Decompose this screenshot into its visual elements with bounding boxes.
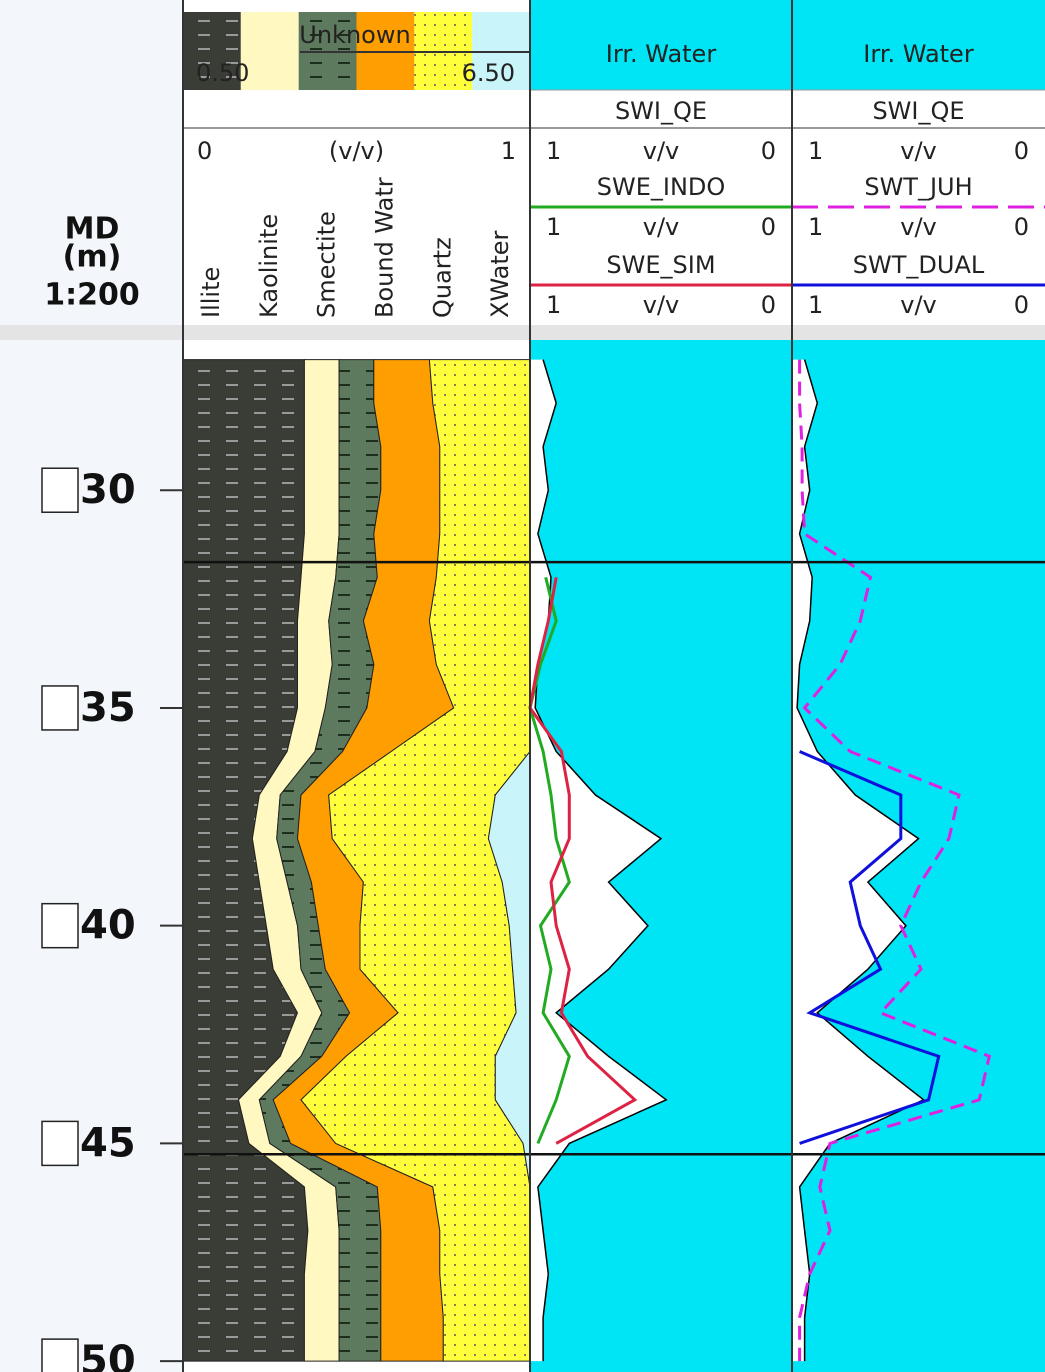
legend-label: Bound Watr [370, 177, 398, 318]
scale-right: 0 [1014, 137, 1029, 165]
curve [796, 359, 926, 1362]
legend-blank [183, 90, 530, 128]
depth-box [41, 902, 79, 949]
curve-name: SWT_DUAL [853, 251, 985, 279]
track-title: Irr. Water [606, 40, 717, 68]
scale-left: 1 [546, 137, 561, 165]
depth-tick-label: 35 [80, 685, 136, 731]
curve-name: SWI_QE [615, 97, 707, 125]
scale-left: 1 [808, 137, 823, 165]
curve-name: SWE_SIM [606, 251, 715, 279]
curve-fill [792, 359, 924, 1362]
depth-box [41, 1120, 79, 1167]
depth-tick-label: 40 [80, 903, 136, 949]
scale-unit: v/v [900, 213, 937, 241]
curve [528, 576, 571, 1144]
legend-title: Unknown [299, 21, 410, 49]
depth-unit: (m) [63, 240, 122, 275]
legend-label: Illite [197, 267, 225, 318]
scale-left: 1 [546, 213, 561, 241]
scale-right: 1 [501, 137, 516, 165]
scale-left: 1 [808, 291, 823, 319]
depth-box [41, 1338, 79, 1372]
scale-right: 0 [1014, 213, 1029, 241]
curve-name: SWT_JUH [864, 173, 972, 201]
track-title-bg [530, 0, 792, 90]
scale-unit: v/v [900, 137, 937, 165]
curve [528, 577, 638, 1145]
depth-label: MD [65, 212, 120, 247]
scale-right: 0 [761, 291, 776, 319]
legend-label: XWater [486, 230, 514, 318]
scale-unit: v/v [643, 291, 680, 319]
depth-box [41, 685, 79, 731]
scale-unit: v/v [900, 291, 937, 319]
header-separator [0, 325, 1045, 340]
depth-tick-label: 30 [80, 467, 136, 513]
track-title-bg [792, 0, 1045, 90]
curve [799, 750, 941, 1145]
legend-label: Smectite [313, 211, 341, 318]
depth-tick-label: 50 [80, 1338, 136, 1372]
scale-right: 0 [761, 137, 776, 165]
curve [534, 359, 668, 1362]
scale-unit: (v/v) [329, 137, 384, 165]
scale-left: 1 [546, 291, 561, 319]
scale-right: 0 [1014, 291, 1029, 319]
scale-right: 0 [761, 213, 776, 241]
log-header: Illite Kaolinite Smectite Bound Watr Quartz X… [183, 0, 1045, 319]
log-body: 30 35 40 45 50 [41, 340, 1045, 1372]
scale-unit: v/v [643, 137, 680, 165]
legend-swatch [183, 12, 241, 90]
curve [798, 359, 992, 1362]
legend-range: 0.50 [196, 59, 249, 87]
track-title: Irr. Water [863, 40, 974, 68]
curve-name: SWI_QE [872, 97, 964, 125]
legend-swatch [240, 12, 299, 90]
depth-box [41, 467, 79, 513]
scale-left: 0 [197, 137, 212, 165]
legend-label: Kaolinite [255, 214, 283, 318]
depth-track-bg [0, 0, 183, 1372]
curve-name: SWE_INDO [597, 173, 726, 201]
depth-scale: 1:200 [44, 278, 140, 313]
legend-label: Quartz [428, 237, 456, 318]
scale-unit: v/v [643, 213, 680, 241]
scale-left: 1 [808, 213, 823, 241]
curve-fill [530, 359, 667, 1362]
depth-tick-label: 45 [80, 1120, 136, 1166]
legend-range: 6.50 [462, 59, 515, 87]
